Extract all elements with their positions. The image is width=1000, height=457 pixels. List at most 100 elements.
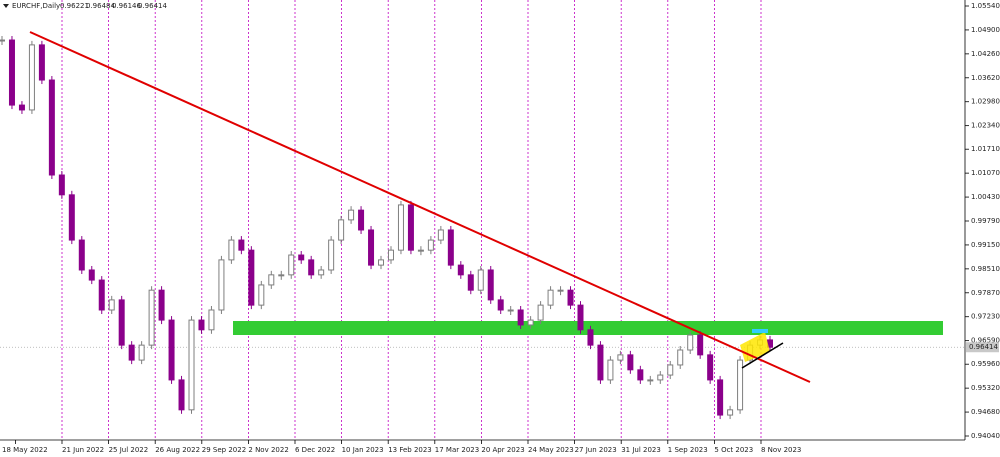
- y-tick-label: 0.96590: [971, 337, 1000, 345]
- y-tick-label: 0.95960: [971, 360, 1000, 368]
- y-tick-label: 1.00430: [971, 193, 1000, 201]
- candle: [607, 359, 614, 381]
- candle: [178, 379, 185, 411]
- candle: [507, 309, 514, 312]
- candle: [188, 319, 195, 411]
- candle: [348, 209, 355, 221]
- candle: [288, 254, 295, 276]
- symbol: EURCHF,Daily: [12, 2, 60, 10]
- candle: [378, 259, 385, 266]
- y-tick-label: 0.95320: [971, 384, 1000, 392]
- candle: [268, 274, 275, 286]
- candle: [587, 329, 594, 346]
- y-tick-label: 1.01710: [971, 145, 1000, 153]
- candle: [677, 349, 684, 366]
- candle: [637, 369, 644, 381]
- candle: [657, 374, 664, 381]
- candle: [208, 309, 215, 331]
- candle: [28, 44, 35, 111]
- candle: [697, 334, 704, 356]
- candle: [78, 239, 85, 271]
- candle: [258, 284, 265, 306]
- current-price-label: 0.96414: [969, 343, 998, 351]
- candle: [328, 239, 335, 271]
- close: 0.96414: [138, 2, 167, 10]
- y-tick-label: 1.02340: [971, 122, 1000, 130]
- candle: [497, 299, 504, 311]
- x-tick-label: 29 Sep 2022: [202, 446, 246, 454]
- y-tick-label: 1.02980: [971, 98, 1000, 106]
- x-tick-label: 21 Jun 2022: [62, 446, 104, 454]
- candle: [537, 304, 544, 321]
- candle: [567, 289, 574, 306]
- candle: [98, 279, 105, 311]
- x-tick-label: 17 Mar 2023: [435, 446, 479, 454]
- support-trendline: [741, 342, 784, 369]
- candle: [368, 229, 375, 266]
- candle: [617, 354, 624, 361]
- candle: [228, 239, 235, 261]
- candle: [547, 289, 554, 306]
- y-tick-label: 0.94680: [971, 408, 1000, 416]
- candle: [358, 209, 365, 231]
- candle: [427, 239, 434, 251]
- candle: [38, 44, 45, 81]
- candle: [717, 379, 724, 416]
- candle: [687, 334, 694, 351]
- candle: [18, 104, 25, 111]
- candle: [118, 299, 125, 346]
- x-tick-label: 24 May 2023: [528, 446, 574, 454]
- pattern-marker: [752, 329, 768, 333]
- y-tick-label: 0.97230: [971, 313, 1000, 321]
- candle: [138, 344, 145, 361]
- high: 0.96484: [86, 2, 115, 10]
- candle: [667, 364, 674, 376]
- candle: [477, 269, 484, 291]
- candle: [158, 289, 165, 321]
- candle: [48, 79, 55, 176]
- y-tick-label: 1.04260: [971, 50, 1000, 58]
- candle: [278, 274, 285, 277]
- candle: [737, 359, 744, 411]
- candle: [597, 344, 604, 381]
- x-tick-label: 8 Nov 2023: [761, 446, 801, 454]
- candle: [387, 249, 394, 261]
- x-tick-label: 1 Sep 2023: [668, 446, 708, 454]
- candle: [417, 249, 424, 252]
- candle: [168, 319, 175, 381]
- y-tick-label: 1.05540: [971, 2, 1000, 10]
- menu-arrow[interactable]: [3, 4, 9, 8]
- candle: [397, 204, 404, 251]
- candle: [0, 39, 5, 42]
- candle: [128, 344, 135, 361]
- candle: [457, 264, 464, 276]
- x-tick-label: 6 Dec 2022: [295, 446, 335, 454]
- candle: [437, 229, 444, 241]
- y-tick-label: 0.99150: [971, 241, 1000, 249]
- candle: [218, 259, 225, 311]
- y-tick-label: 0.94040: [971, 432, 1000, 440]
- candle: [727, 409, 734, 416]
- candle: [407, 204, 414, 251]
- x-tick-label: 26 Aug 2022: [155, 446, 200, 454]
- x-tick-label: 2 Nov 2022: [248, 446, 288, 454]
- candle: [577, 304, 584, 331]
- candle: [447, 229, 454, 266]
- candle: [238, 239, 245, 251]
- open: 0.96221: [60, 2, 89, 10]
- candle: [88, 269, 95, 281]
- x-tick-label: 13 Feb 2023: [388, 446, 432, 454]
- candle: [298, 254, 305, 261]
- candle: [198, 319, 205, 331]
- candle: [647, 379, 654, 382]
- x-tick-label: 31 Jul 2023: [621, 446, 661, 454]
- candle: [8, 39, 15, 106]
- candle: [248, 249, 255, 306]
- x-tick-label: 27 Jun 2023: [575, 446, 617, 454]
- candle: [707, 354, 714, 381]
- candle: [467, 274, 474, 291]
- y-tick-label: 1.04900: [971, 26, 1000, 34]
